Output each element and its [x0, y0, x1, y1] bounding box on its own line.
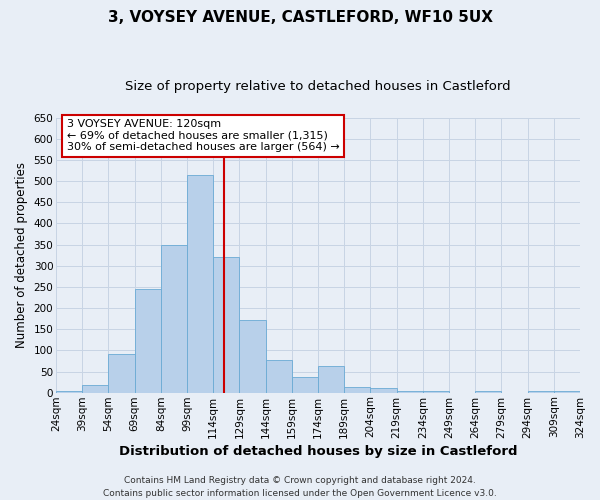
- Bar: [266, 360, 292, 392]
- Bar: [554, 390, 580, 392]
- Title: Size of property relative to detached houses in Castleford: Size of property relative to detached ho…: [125, 80, 511, 93]
- Bar: [56, 390, 82, 392]
- Bar: [109, 354, 134, 393]
- Bar: [423, 391, 449, 392]
- Bar: [318, 366, 344, 392]
- Bar: [344, 386, 370, 392]
- Bar: [187, 175, 213, 392]
- Text: 3 VOYSEY AVENUE: 120sqm
← 69% of detached houses are smaller (1,315)
30% of semi: 3 VOYSEY AVENUE: 120sqm ← 69% of detache…: [67, 119, 340, 152]
- Bar: [134, 289, 161, 393]
- Bar: [475, 390, 502, 392]
- Bar: [82, 385, 109, 392]
- X-axis label: Distribution of detached houses by size in Castleford: Distribution of detached houses by size …: [119, 444, 517, 458]
- Text: Contains HM Land Registry data © Crown copyright and database right 2024.
Contai: Contains HM Land Registry data © Crown c…: [103, 476, 497, 498]
- Bar: [161, 246, 187, 392]
- Text: 3, VOYSEY AVENUE, CASTLEFORD, WF10 5UX: 3, VOYSEY AVENUE, CASTLEFORD, WF10 5UX: [107, 10, 493, 25]
- Bar: [292, 377, 318, 392]
- Y-axis label: Number of detached properties: Number of detached properties: [15, 162, 28, 348]
- Bar: [239, 320, 266, 392]
- Bar: [397, 391, 423, 392]
- Bar: [370, 388, 397, 392]
- Bar: [527, 390, 554, 392]
- Bar: [213, 258, 239, 392]
